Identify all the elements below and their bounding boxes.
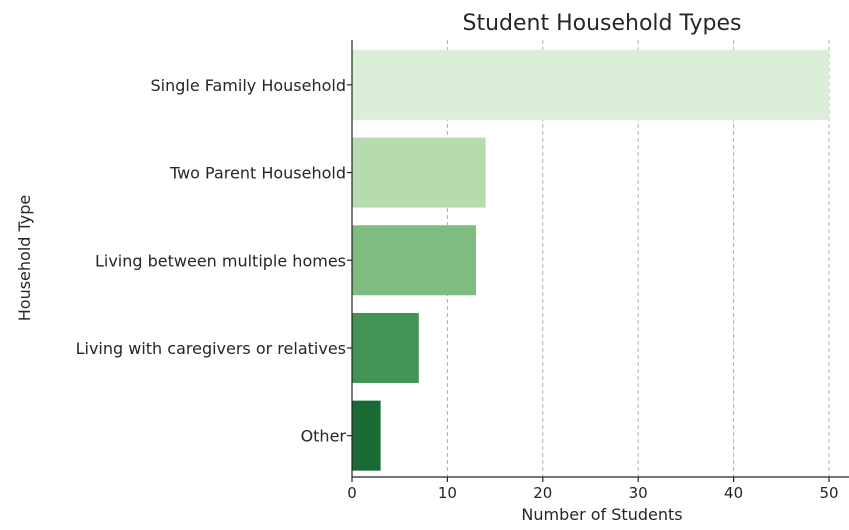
y-tick-label: Single Family Household: [150, 76, 346, 95]
x-tick-label: 20: [533, 484, 552, 502]
y-axis-label: Household Type: [15, 195, 34, 322]
x-tick-label: 10: [438, 484, 457, 502]
bar-other: [352, 400, 381, 471]
label-layer: 0 10 20 30 40 50 Single Family Household Two Pa…: [76, 76, 839, 502]
x-tick-label: 0: [347, 484, 357, 502]
y-tick-label: Other: [301, 427, 347, 446]
bar-two-parent-household: [352, 137, 486, 208]
y-tick-label: Two Parent Household: [169, 164, 346, 183]
x-tick-label: 40: [724, 484, 743, 502]
bar-living-with-caregivers-or-relatives: [352, 312, 419, 383]
x-axis-label: Number of Students: [521, 505, 682, 524]
x-tick-label: 50: [819, 484, 838, 502]
y-tick-label: Living with caregivers or relatives: [76, 339, 346, 358]
chart-title: Student Household Types: [462, 11, 741, 36]
axis-layer: [347, 40, 849, 482]
x-tick-label: 30: [629, 484, 648, 502]
bar-living-between-multiple-homes: [352, 225, 477, 296]
bar-single-family-household: [352, 49, 829, 120]
y-tick-label: Living between multiple homes: [95, 251, 346, 270]
bar-layer: [352, 49, 829, 471]
